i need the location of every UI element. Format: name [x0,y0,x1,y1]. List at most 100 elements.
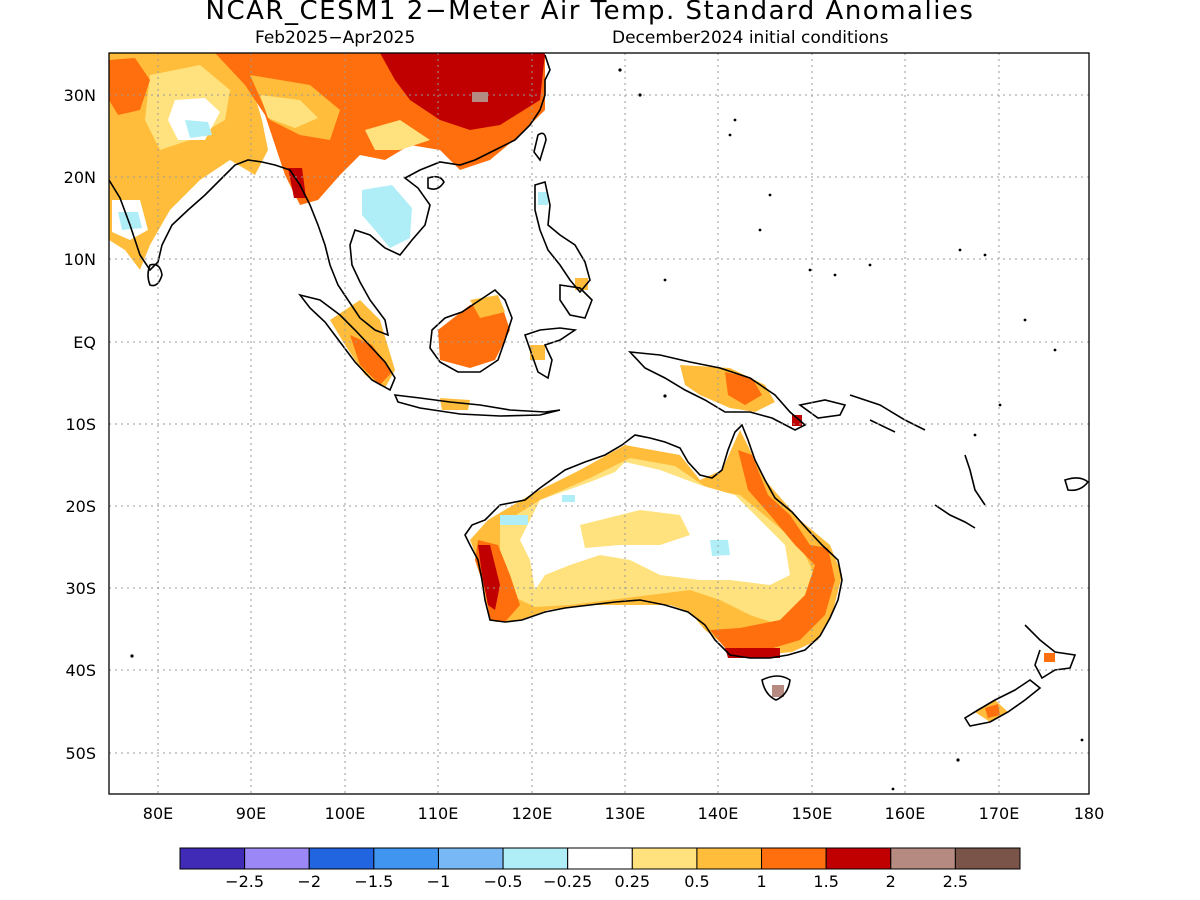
lon-label: 140E [698,804,739,823]
colorbar-label: −2 [297,872,321,891]
coastline-nz-south [963,679,1042,727]
colorbar-label: 1 [756,872,766,891]
coastline-asia-mainland [109,54,551,337]
anomaly-region-australia-west-darkred [478,545,500,610]
coastline-sri-lanka [147,263,163,287]
colorbar-label: −0.25 [543,872,592,891]
map-frame [108,52,1090,795]
lon-label: 130E [605,804,646,823]
coastline-sulawesi [523,327,578,380]
anomaly-region-south-india-cool [118,212,142,230]
coastline-new-britain [798,399,847,419]
longitude-labels: 80E 90E 100E 110E 120E 130E 140E 150E 16… [143,804,1105,823]
colorbar-label: 2 [886,872,896,891]
coastline-new-guinea [627,350,807,431]
anomaly-region-nz-north [1044,653,1055,662]
lat-label: 50S [65,744,96,763]
anomaly-region-australia-east-red [710,450,835,652]
lat-label: 30S [65,579,96,598]
anomaly-region-china-brown [472,92,488,102]
anomaly-region-new-britain [792,415,802,426]
colorbar-swatch [631,847,698,870]
coastlines [109,54,1089,727]
lat-label: 20S [65,497,96,516]
lat-label: EQ [73,333,96,352]
lon-label: 160E [885,804,926,823]
coastline-tasmania [761,675,791,701]
lat-label: 10S [65,415,96,434]
colorbar-swatch [437,847,504,870]
coastline-solomon-islands [849,394,926,433]
anomaly-region-australia-cool-1 [500,515,528,525]
coastline-australia [464,423,843,659]
colorbar-label: 0.5 [684,872,709,891]
anomaly-region-australia-se-darkred [725,648,780,658]
colorbar-label: 0.25 [614,872,650,891]
colorbar-swatch [890,847,956,870]
anomaly-region-nz-south-red [985,704,1000,718]
lon-label: 120E [512,804,553,823]
anomaly-region-china-darkred [380,53,545,130]
colorbar-swatch [502,847,569,870]
colorbar-swatch [954,847,1021,870]
anomaly-shading [109,53,1055,722]
anomaly-region-indochina-cool [362,185,412,248]
anomaly-region-sumatra-red [350,335,392,385]
lon-label: 150E [792,804,833,823]
colorbar-label: 1.5 [813,872,838,891]
lon-label: 170E [979,804,1020,823]
coastline-taiwan [533,132,547,162]
anomaly-region-australia-cool-3 [562,495,575,502]
anomaly-region-borneo [438,300,510,368]
gridlines [109,53,1089,794]
anomaly-region-burma-red [288,168,306,198]
coastline-sumatra [297,293,396,392]
anomaly-region-china-south-yellow [365,120,430,150]
lon-label: 180 [1074,804,1105,823]
anomaly-region-australia-cool-2 [710,540,730,556]
coastline-hainan [427,175,445,190]
anomaly-region-sulawesi [530,345,545,360]
anomaly-region-india-cool [185,120,212,138]
coastline-borneo [429,288,513,373]
colorbar-label: −2.5 [225,872,264,891]
coastline-fiji [1064,477,1089,492]
anomaly-region-china-yellow [260,95,318,128]
lon-label: 110E [418,804,459,823]
coastline-nz-north [1024,624,1077,680]
colorbar-swatch [373,847,439,870]
coastline-vanuatu [964,454,986,506]
lat-label: 10N [64,250,96,269]
colorbar-label: 2.5 [943,872,968,891]
lon-label: 100E [325,804,366,823]
coastline-new-caledonia [934,504,976,529]
colorbar-label: −1.5 [354,872,393,891]
colorbar: −2.5 −2 −1.5 −1 −0.5 −0.25 0.25 0.5 1 1.5 2 2.5 [179,847,1021,891]
anomaly-region-tasmania [772,685,784,697]
colorbar-swatch [825,847,892,870]
lat-label: 30N [64,86,96,105]
latitude-labels: 30N 20N 10N EQ 10S 20S 30S 40S 50S [64,86,96,763]
coastline-philippines [534,180,591,294]
lon-label: 80E [143,804,173,823]
anomaly-region-philippines-cool [538,192,548,205]
forecast-period: Feb2025−Apr2025 [255,28,416,48]
map-title: NCAR_CESM1 2−Meter Air Temp. Standard An… [205,0,975,26]
colorbar-swatch [696,847,763,870]
lat-label: 20N [64,168,96,187]
colorbar-swatch [567,847,633,870]
anomaly-region-west-india [109,58,150,115]
coastline-mindanao [559,284,593,319]
colorbar-swatch [244,847,310,870]
colorbar-swatch [179,847,246,870]
lat-label: 40S [65,661,96,680]
colorbar-swatch [761,847,827,870]
colorbar-swatch [308,847,375,870]
initial-conditions: December2024 initial conditions [612,28,889,48]
islets [130,68,1084,791]
colorbar-label: −0.5 [484,872,523,891]
lon-label: 90E [236,804,266,823]
anomaly-region-australia-central-yellow [580,510,690,548]
coastline-java [393,394,561,417]
